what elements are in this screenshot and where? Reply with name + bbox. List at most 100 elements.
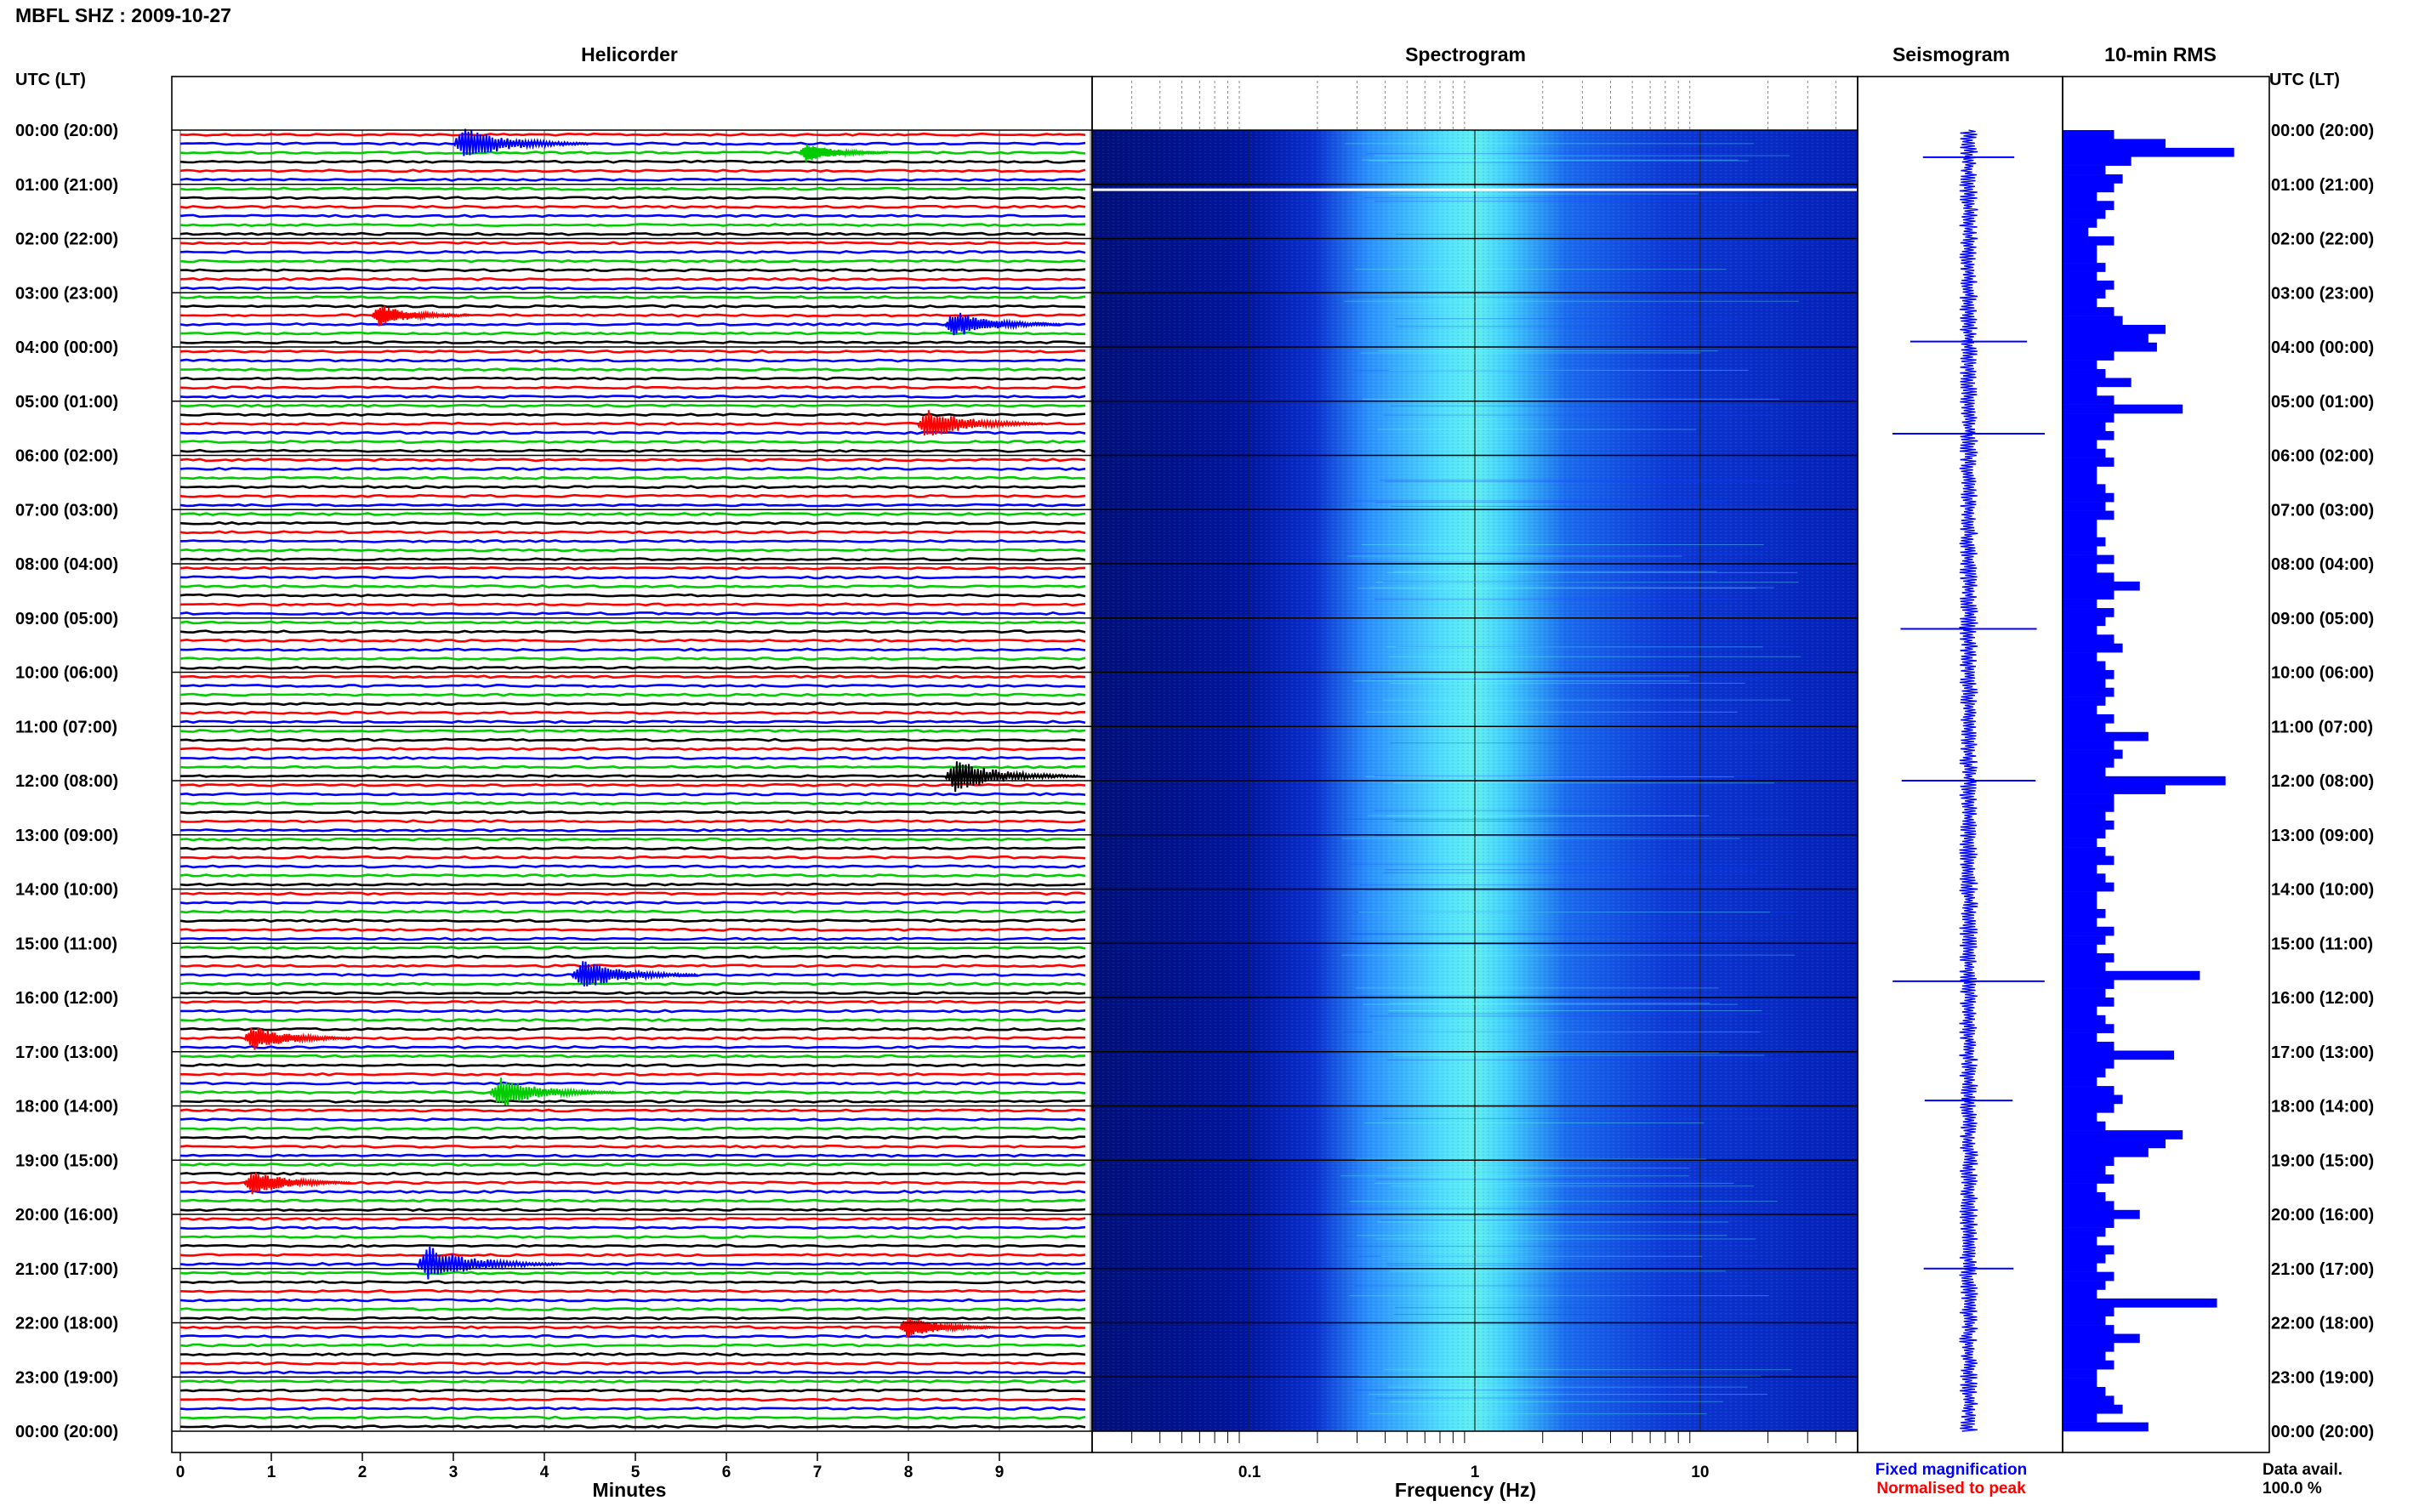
helicorder-xlabel: Minutes (593, 1479, 667, 1501)
helicorder-trace (179, 485, 1085, 490)
helicorder-trace (179, 503, 1086, 508)
rms-bar (2063, 1316, 2106, 1326)
time-label-right: 08:00 (04:00) (2271, 555, 2374, 574)
freq-tick-label: 0.1 (1238, 1464, 1261, 1481)
minute-tick-label: 1 (267, 1464, 276, 1481)
time-label-left: 22:00 (18:00) (15, 1315, 118, 1333)
rms-bar (2063, 1077, 2097, 1087)
minute-tick-label: 8 (904, 1464, 914, 1481)
helicorder-trace (180, 755, 1086, 760)
helicorder-event (370, 305, 470, 327)
time-label-right: 00:00 (20:00) (2271, 122, 2374, 140)
rms-bar (2063, 1059, 2114, 1069)
helicorder-trace (179, 458, 1086, 463)
helicorder-trace (179, 276, 1086, 281)
rms-bar (2063, 1209, 2140, 1219)
helicorder-event (243, 1027, 352, 1050)
minute-tick-label: 2 (358, 1464, 367, 1481)
time-label-left: 00:00 (20:00) (15, 122, 118, 140)
helicorder-trace (180, 1126, 1086, 1131)
helicorder-trace (179, 674, 1086, 679)
helicorder-trace (179, 520, 1085, 526)
helicorder-trace (179, 539, 1086, 543)
rms-bar (2063, 245, 2097, 255)
station-title: MBFL SHZ : 2009-10-27 (15, 4, 231, 26)
rms-bar (2063, 1139, 2166, 1149)
helicorder-trace (180, 367, 1086, 372)
rms-bar (2063, 1289, 2097, 1299)
helicorder-trace (179, 1216, 1086, 1221)
helicorder-event (488, 1077, 617, 1106)
rms-bar (2063, 998, 2114, 1007)
helicorder-trace (179, 774, 1086, 779)
time-label-right: 19:00 (15:00) (2271, 1151, 2374, 1170)
time-label-right: 05:00 (01:00) (2271, 393, 2374, 412)
rms-bar (2063, 1157, 2114, 1167)
helicorder-trace (179, 981, 1086, 986)
rms-bar (2063, 413, 2114, 423)
rms-bar (2063, 1112, 2097, 1123)
spectrogram-title: Spectrogram (1405, 43, 1526, 65)
rms-bar (2063, 1281, 2106, 1290)
time-label-left: 05:00 (01:00) (15, 393, 118, 412)
rms-bar (2063, 1068, 2106, 1077)
helicorder-trace (179, 376, 1086, 381)
helicorder-trace (179, 395, 1086, 399)
helicorder-trace (179, 1235, 1085, 1239)
helicorder-trace (179, 647, 1086, 652)
time-label-right: 04:00 (00:00) (2271, 338, 2374, 357)
helicorder-trace (179, 810, 1086, 815)
rms-bar (2063, 315, 2123, 326)
helicorder-event (943, 761, 1081, 793)
helicorder-trace (179, 1253, 1086, 1258)
helicorder-trace (179, 1352, 1086, 1357)
time-label-right: 18:00 (14:00) (2271, 1098, 2374, 1117)
time-label-left: 21:00 (17:00) (15, 1260, 118, 1279)
helicorder-trace (179, 1415, 1086, 1420)
helicorder-trace (179, 548, 1086, 553)
time-label-right: 02:00 (22:00) (2271, 230, 2374, 249)
helicorder-trace (179, 1334, 1086, 1339)
data-avail-value: 100.0 % (2262, 1480, 2322, 1498)
rms-bar (2063, 484, 2106, 494)
helicorder-traces (179, 132, 1086, 1430)
rms-bar (2063, 962, 2106, 972)
time-label-right: 20:00 (16:00) (2271, 1206, 2374, 1225)
rms-bar (2063, 1191, 2106, 1202)
rms-bar (2063, 811, 2106, 821)
rms-bar (2063, 661, 2106, 671)
hour-separators (172, 129, 1858, 1432)
helicorder-trace (179, 629, 1086, 634)
time-label-left: 00:00 (20:00) (15, 1423, 118, 1441)
rms-bar (2063, 191, 2097, 202)
helicorder-trace (179, 991, 1086, 996)
helicorder-trace (179, 1135, 1086, 1140)
rms-bar (2063, 926, 2114, 936)
helicorder-trace (179, 1045, 1086, 1049)
helicorder-trace (179, 1198, 1086, 1203)
helicorder-trace (179, 132, 1086, 137)
helicorder-trace (179, 1424, 1086, 1430)
helicorder-event (916, 410, 1044, 436)
helicorder-trace (179, 530, 1086, 535)
helicorder-trace (179, 918, 1086, 924)
helicorder-trace (179, 999, 1086, 1004)
time-label-left: 16:00 (12:00) (15, 989, 118, 1008)
rms-bar (2063, 1369, 2097, 1378)
rms-bar (2063, 1351, 2106, 1361)
helicorder-event (452, 128, 589, 156)
time-label-left: 09:00 (05:00) (15, 610, 118, 628)
rms-bar (2063, 360, 2097, 370)
helicorder-trace (179, 1117, 1086, 1122)
time-label-left: 07:00 (03:00) (15, 501, 118, 520)
helicorder-trace (179, 855, 1086, 860)
time-label-left: 01:00 (21:00) (15, 176, 118, 195)
rms-bar (2063, 458, 2114, 467)
panel-frames (171, 76, 2270, 1453)
rms-bar (2063, 590, 2114, 600)
helicorder-trace (179, 1262, 1086, 1266)
rms-bar (2063, 758, 2114, 768)
helicorder-trace (179, 313, 1086, 318)
rms-bar (2063, 608, 2114, 617)
time-label-right: 15:00 (11:00) (2271, 935, 2373, 953)
